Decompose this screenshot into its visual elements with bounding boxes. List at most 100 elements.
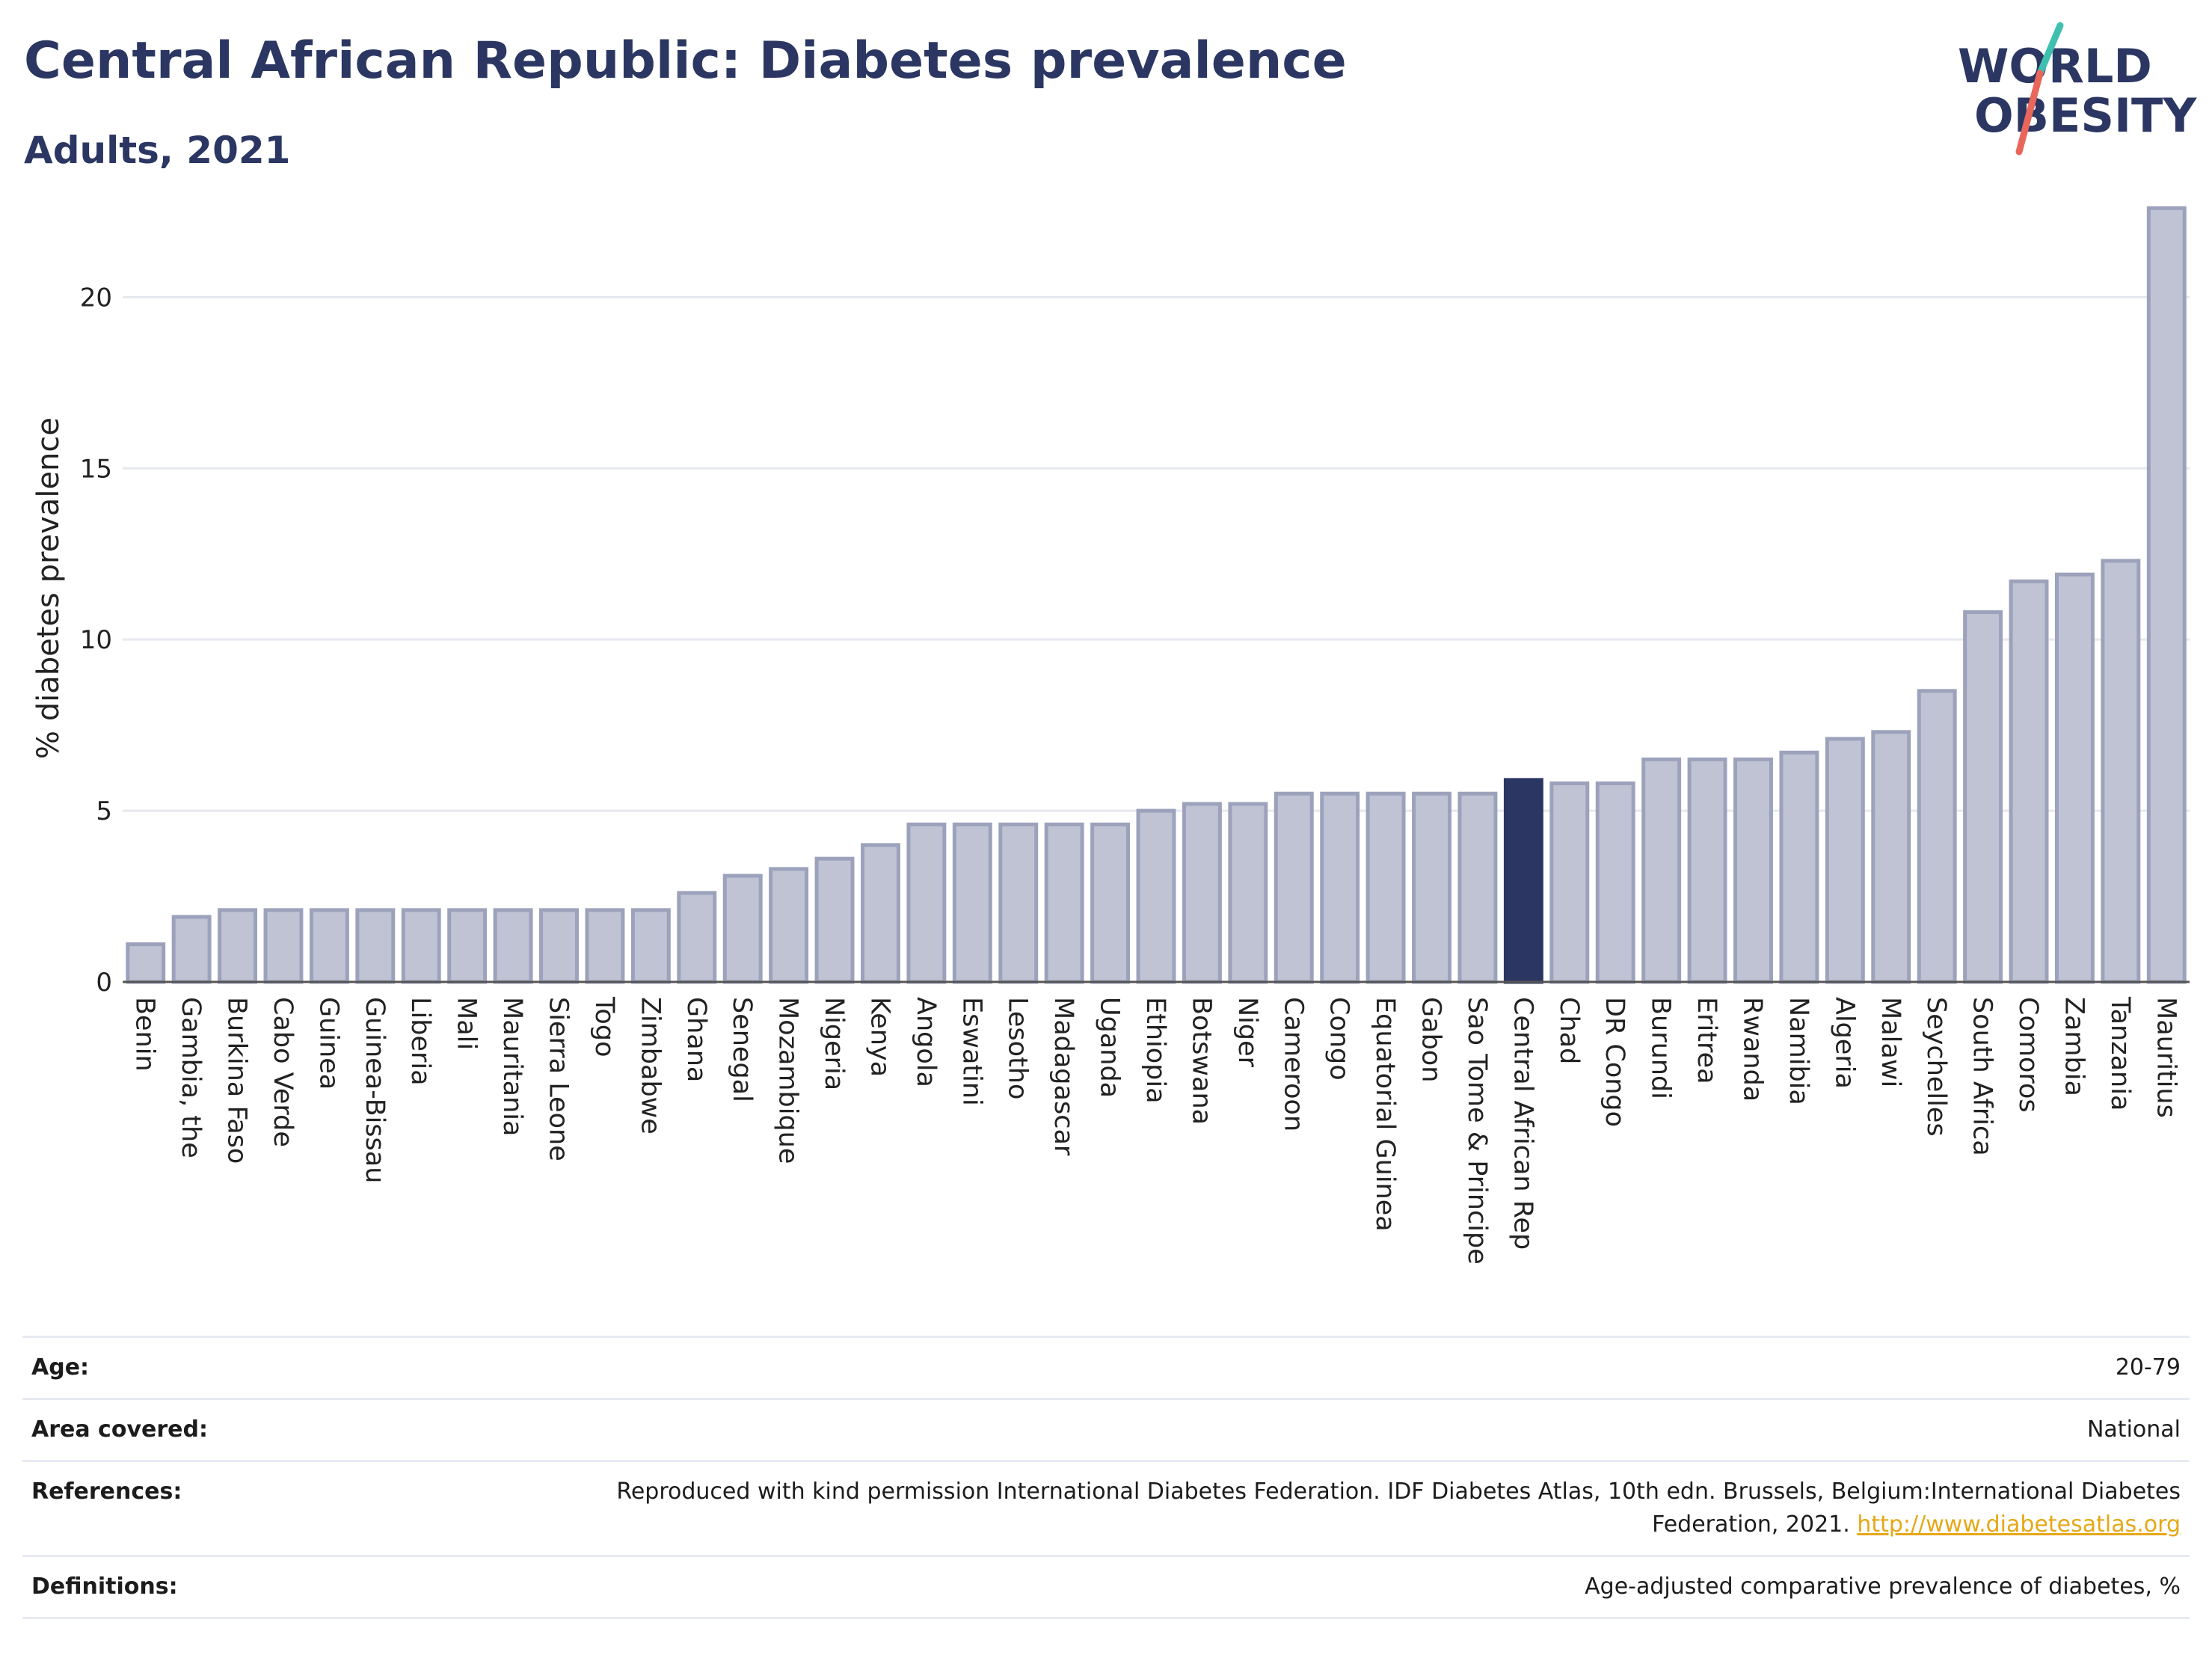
x-tick-label: Cabo Verde <box>268 997 298 1147</box>
bar <box>355 908 396 984</box>
world-obesity-logo: WORLD OBESITY <box>1958 22 2197 156</box>
bar <box>585 908 625 984</box>
y-tick-label: 0 <box>96 968 112 998</box>
bar <box>171 915 212 984</box>
bar <box>1365 791 1406 984</box>
x-tick-label: Mozambique <box>773 997 803 1164</box>
meta-age-value: 20-79 <box>2115 1354 2181 1381</box>
logo-slash-coral <box>2015 70 2044 156</box>
bar <box>1274 791 1314 984</box>
bar <box>1228 802 1268 984</box>
bar <box>630 908 671 984</box>
bar <box>1687 757 1727 984</box>
bar <box>401 908 441 984</box>
x-tick-label: Chad <box>1554 997 1584 1064</box>
x-tick-label: Seychelles <box>1921 997 1951 1137</box>
x-tick-label: Niger <box>1232 997 1262 1068</box>
x-tick-label: Madagascar <box>1048 997 1078 1156</box>
chart-subtitle: Adults, 2021 <box>24 129 291 172</box>
x-tick-label: South Africa <box>1967 997 1997 1156</box>
y-tick-label: 15 <box>80 454 112 484</box>
x-tick-label: Gambia, the <box>176 997 206 1158</box>
x-tick-label: Lesotho <box>1003 997 1033 1099</box>
diabetes-atlas-link[interactable]: http://www.diabetesatlas.org <box>1857 1511 2181 1538</box>
x-tick-label: Rwanda <box>1737 997 1767 1102</box>
bar <box>1917 689 1957 984</box>
x-tick-label: Equatorial Guinea <box>1370 997 1400 1232</box>
bar <box>1412 791 1451 984</box>
meta-references-value: Reproduced with kind permission Internat… <box>610 1476 2181 1541</box>
meta-area-value: National <box>2086 1416 2181 1443</box>
bar <box>539 908 579 984</box>
bar <box>493 908 533 984</box>
y-tick-label: 20 <box>80 283 112 313</box>
x-tick-label: Senegal <box>727 997 757 1102</box>
x-tick-label: Zimbabwe <box>635 997 665 1134</box>
x-tick-label: Central African Rep <box>1508 997 1537 1250</box>
x-tick-label: Ghana <box>681 997 711 1082</box>
bar <box>952 822 992 984</box>
bar <box>1457 791 1498 984</box>
bar <box>1044 822 1084 984</box>
x-tick-label: Togo <box>589 996 619 1057</box>
bar <box>1090 822 1131 984</box>
metadata-table: Age: 20-79 Area covered: National Refere… <box>22 1336 2190 1619</box>
x-tick-label: DR Congo <box>1600 997 1629 1127</box>
x-tick-label: Gabon <box>1416 997 1446 1082</box>
bar <box>263 908 304 984</box>
logo-line1: WORLD <box>1958 39 2152 93</box>
bar <box>1871 730 1911 984</box>
bar <box>1320 791 1360 984</box>
bar <box>1549 781 1590 984</box>
x-tick-label: Ethiopia <box>1140 997 1170 1104</box>
bar <box>906 822 947 984</box>
bar <box>1641 757 1682 984</box>
meta-row-age: Age: 20-79 <box>22 1336 2190 1398</box>
bar <box>126 942 166 984</box>
bar <box>218 908 258 984</box>
bar <box>447 908 488 984</box>
x-tick-label: Eswatini <box>956 997 986 1106</box>
meta-row-area: Area covered: National <box>22 1398 2190 1460</box>
bar <box>814 856 855 984</box>
meta-references-key: References: <box>31 1479 182 1505</box>
bar <box>2146 206 2187 984</box>
meta-area-key: Area covered: <box>31 1416 208 1443</box>
x-tick-label: Algeria <box>1829 997 1859 1089</box>
x-tick-label: Liberia <box>405 997 435 1086</box>
x-tick-label: Mali <box>452 997 482 1050</box>
bar <box>1963 610 2003 984</box>
bar <box>1136 808 1176 984</box>
x-tick-label: Nigeria <box>819 997 849 1090</box>
bar <box>769 867 809 984</box>
bar <box>1779 750 1819 984</box>
x-tick-label: Mauritania <box>497 997 527 1136</box>
bar <box>722 873 763 984</box>
bar <box>677 891 717 984</box>
diabetes-bar-chart: 0 5 10 15 20 % diabetes prevalence Benin Gambia… <box>31 206 2190 1265</box>
references-text: Reproduced with kind permission Internat… <box>616 1479 2181 1538</box>
x-tick-label: Congo <box>1324 997 1354 1081</box>
bar <box>2101 559 2141 984</box>
bar <box>1733 757 1773 984</box>
meta-definitions-value: Age-adjusted comparative prevalence of d… <box>1585 1573 2181 1600</box>
bar <box>309 908 349 984</box>
x-tick-label: Eritrea <box>1692 997 1721 1084</box>
x-tick-label: Uganda <box>1095 997 1125 1098</box>
x-tick-label: Botswana <box>1186 997 1216 1125</box>
x-tick-label: Benin <box>130 997 160 1072</box>
meta-row-references: References: Reproduced with kind permiss… <box>22 1460 2190 1555</box>
y-tick-label: 10 <box>80 625 112 655</box>
x-tick-label: Mauritius <box>2151 997 2181 1118</box>
meta-row-definitions: Definitions: Age-adjusted comparative pr… <box>22 1555 2190 1619</box>
x-tick-label: Angola <box>911 997 941 1087</box>
x-tick-label: Guinea-Bissau <box>360 997 390 1183</box>
meta-age-key: Age: <box>31 1354 90 1381</box>
y-tick-label: 5 <box>96 796 112 826</box>
bar <box>1825 737 1865 984</box>
bar <box>2054 572 2095 984</box>
bar <box>2009 579 2049 984</box>
logo-line2: OBESITY <box>1974 88 2197 143</box>
x-tick-label: Malawi <box>1875 997 1905 1087</box>
x-tick-label: Guinea <box>313 997 343 1090</box>
